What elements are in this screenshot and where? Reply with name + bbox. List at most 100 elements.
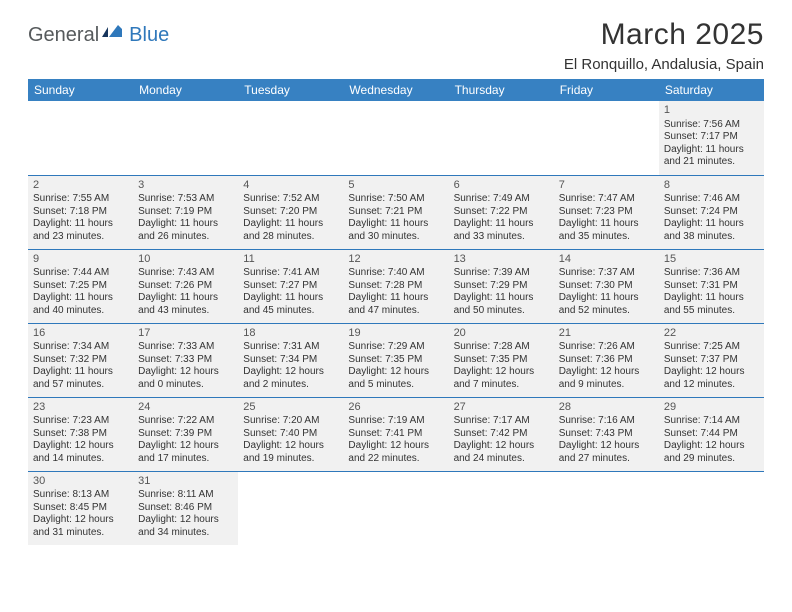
daylight-text: Daylight: 12 hours and 0 minutes. [138,366,233,391]
day-number: 20 [454,327,549,341]
calendar-cell [28,101,133,175]
daylight-text: Daylight: 11 hours and 23 minutes. [33,218,128,243]
daylight-text: Daylight: 12 hours and 27 minutes. [559,440,654,465]
calendar-cell [449,471,554,545]
calendar-cell: 10Sunrise: 7:43 AMSunset: 7:26 PMDayligh… [133,249,238,323]
calendar-row: 16Sunrise: 7:34 AMSunset: 7:32 PMDayligh… [28,323,764,397]
calendar-cell: 6Sunrise: 7:49 AMSunset: 7:22 PMDaylight… [449,175,554,249]
sunset-text: Sunset: 7:31 PM [664,280,759,293]
daylight-text: Daylight: 12 hours and 19 minutes. [243,440,338,465]
day-number: 14 [559,253,654,267]
calendar-cell: 28Sunrise: 7:16 AMSunset: 7:43 PMDayligh… [554,397,659,471]
calendar-cell: 1Sunrise: 7:56 AMSunset: 7:17 PMDaylight… [659,101,764,175]
sunset-text: Sunset: 7:35 PM [454,354,549,367]
day-number: 5 [348,179,443,193]
day-number: 12 [348,253,443,267]
calendar-cell: 29Sunrise: 7:14 AMSunset: 7:44 PMDayligh… [659,397,764,471]
day-number: 21 [559,327,654,341]
calendar-row: 1Sunrise: 7:56 AMSunset: 7:17 PMDaylight… [28,101,764,175]
calendar-cell [554,101,659,175]
sunset-text: Sunset: 7:23 PM [559,206,654,219]
title-block: March 2025 El Ronquillo, Andalusia, Spai… [564,18,764,73]
sunset-text: Sunset: 7:26 PM [138,280,233,293]
sunrise-text: Sunrise: 7:36 AM [664,267,759,280]
day-number: 13 [454,253,549,267]
calendar-table: Sunday Monday Tuesday Wednesday Thursday… [28,79,764,545]
sunrise-text: Sunrise: 7:44 AM [33,267,128,280]
sunrise-text: Sunrise: 8:13 AM [33,489,128,502]
sunrise-text: Sunrise: 7:31 AM [243,341,338,354]
sunset-text: Sunset: 7:27 PM [243,280,338,293]
calendar-cell [343,471,448,545]
daylight-text: Daylight: 11 hours and 33 minutes. [454,218,549,243]
day-number: 2 [33,179,128,193]
sunset-text: Sunset: 7:17 PM [664,131,759,144]
location-label: El Ronquillo, Andalusia, Spain [564,56,764,73]
daylight-text: Daylight: 12 hours and 22 minutes. [348,440,443,465]
calendar-cell [238,101,343,175]
day-header: Monday [133,79,238,101]
sunset-text: Sunset: 7:36 PM [559,354,654,367]
day-number: 7 [559,179,654,193]
day-number: 18 [243,327,338,341]
day-number: 31 [138,475,233,489]
calendar-cell: 27Sunrise: 7:17 AMSunset: 7:42 PMDayligh… [449,397,554,471]
sunset-text: Sunset: 7:22 PM [454,206,549,219]
sunset-text: Sunset: 7:33 PM [138,354,233,367]
daylight-text: Daylight: 12 hours and 24 minutes. [454,440,549,465]
daylight-text: Daylight: 11 hours and 26 minutes. [138,218,233,243]
sunset-text: Sunset: 8:46 PM [138,502,233,515]
daylight-text: Daylight: 11 hours and 55 minutes. [664,292,759,317]
calendar-cell: 25Sunrise: 7:20 AMSunset: 7:40 PMDayligh… [238,397,343,471]
day-number: 9 [33,253,128,267]
sunrise-text: Sunrise: 7:43 AM [138,267,233,280]
flag-icon [102,25,124,46]
sunrise-text: Sunrise: 7:29 AM [348,341,443,354]
header: General Blue March 2025 El Ronquillo, An… [28,18,764,73]
sunrise-text: Sunrise: 7:34 AM [33,341,128,354]
sunset-text: Sunset: 7:21 PM [348,206,443,219]
sunset-text: Sunset: 7:39 PM [138,428,233,441]
sunrise-text: Sunrise: 7:56 AM [664,119,759,132]
daylight-text: Daylight: 11 hours and 35 minutes. [559,218,654,243]
daylight-text: Daylight: 12 hours and 2 minutes. [243,366,338,391]
sunrise-text: Sunrise: 7:37 AM [559,267,654,280]
calendar-cell: 3Sunrise: 7:53 AMSunset: 7:19 PMDaylight… [133,175,238,249]
sunset-text: Sunset: 7:30 PM [559,280,654,293]
day-header: Thursday [449,79,554,101]
day-number: 27 [454,401,549,415]
calendar-cell: 19Sunrise: 7:29 AMSunset: 7:35 PMDayligh… [343,323,448,397]
daylight-text: Daylight: 12 hours and 31 minutes. [33,514,128,539]
calendar-cell: 12Sunrise: 7:40 AMSunset: 7:28 PMDayligh… [343,249,448,323]
daylight-text: Daylight: 11 hours and 40 minutes. [33,292,128,317]
calendar-cell [449,101,554,175]
sunrise-text: Sunrise: 7:28 AM [454,341,549,354]
daylight-text: Daylight: 11 hours and 57 minutes. [33,366,128,391]
day-number: 6 [454,179,549,193]
sunrise-text: Sunrise: 8:11 AM [138,489,233,502]
day-number: 23 [33,401,128,415]
day-number: 19 [348,327,443,341]
daylight-text: Daylight: 11 hours and 47 minutes. [348,292,443,317]
calendar-cell: 4Sunrise: 7:52 AMSunset: 7:20 PMDaylight… [238,175,343,249]
sunrise-text: Sunrise: 7:14 AM [664,415,759,428]
sunrise-text: Sunrise: 7:49 AM [454,193,549,206]
sunrise-text: Sunrise: 7:41 AM [243,267,338,280]
calendar-cell: 14Sunrise: 7:37 AMSunset: 7:30 PMDayligh… [554,249,659,323]
day-header-row: Sunday Monday Tuesday Wednesday Thursday… [28,79,764,101]
logo-word1: General [28,24,99,47]
calendar-cell: 26Sunrise: 7:19 AMSunset: 7:41 PMDayligh… [343,397,448,471]
sunset-text: Sunset: 7:24 PM [664,206,759,219]
day-number: 10 [138,253,233,267]
day-header: Friday [554,79,659,101]
day-number: 25 [243,401,338,415]
sunset-text: Sunset: 7:18 PM [33,206,128,219]
calendar-cell: 24Sunrise: 7:22 AMSunset: 7:39 PMDayligh… [133,397,238,471]
sunset-text: Sunset: 7:32 PM [33,354,128,367]
calendar-cell: 22Sunrise: 7:25 AMSunset: 7:37 PMDayligh… [659,323,764,397]
calendar-cell: 16Sunrise: 7:34 AMSunset: 7:32 PMDayligh… [28,323,133,397]
calendar-cell: 9Sunrise: 7:44 AMSunset: 7:25 PMDaylight… [28,249,133,323]
calendar-cell: 21Sunrise: 7:26 AMSunset: 7:36 PMDayligh… [554,323,659,397]
daylight-text: Daylight: 12 hours and 14 minutes. [33,440,128,465]
sunset-text: Sunset: 7:19 PM [138,206,233,219]
